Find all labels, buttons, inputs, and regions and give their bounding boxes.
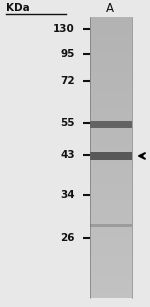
Text: 95: 95 bbox=[61, 49, 75, 59]
Text: 26: 26 bbox=[60, 233, 75, 243]
Text: A: A bbox=[106, 2, 114, 15]
Text: 55: 55 bbox=[60, 118, 75, 128]
Text: 34: 34 bbox=[60, 190, 75, 200]
Text: 72: 72 bbox=[60, 76, 75, 86]
Text: KDa: KDa bbox=[6, 3, 30, 13]
Text: 43: 43 bbox=[60, 150, 75, 160]
Text: 130: 130 bbox=[53, 24, 75, 34]
